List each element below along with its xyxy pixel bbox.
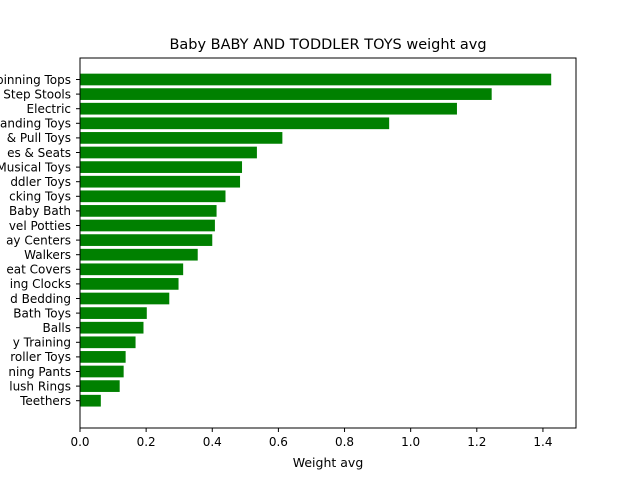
y-tick-label-3: Standing Toys: [0, 117, 71, 131]
y-tick-label-11: ay Centers: [6, 233, 71, 247]
plot-frame: [79, 57, 577, 429]
y-tick-label-15: d Bedding: [10, 292, 71, 306]
y-tick-label-10: vel Potties: [9, 219, 71, 233]
y-tick-label-0: Spinning Tops: [0, 73, 71, 87]
bar-20: [80, 365, 124, 378]
bar-8: [80, 190, 226, 203]
y-tick-label-5: es & Seats: [7, 146, 71, 160]
y-tick-label-2: Electric: [27, 102, 71, 116]
bar-0: [80, 73, 552, 86]
x-ticks-group: 0.0 0.2 0.4 0.6 0.8 1.0 1.2 1.4: [70, 428, 552, 449]
y-tick-label-4: & Pull Toys: [7, 131, 71, 145]
y-tick-label-16: Bath Toys: [13, 306, 71, 320]
y-tick-label-22: Teethers: [19, 394, 71, 408]
x-tick-label-4: 0.8: [335, 435, 354, 449]
y-tick-label-7: ddler Toys: [10, 175, 71, 189]
bar-18: [80, 336, 136, 349]
bar-2: [80, 102, 457, 115]
bar-11: [80, 234, 213, 246]
bar-13: [80, 263, 184, 276]
y-tick-label-9: Baby Bath: [9, 204, 71, 218]
y-tick-label-14: ing Clocks: [10, 277, 71, 291]
x-tick-label-0: 0.0: [70, 435, 89, 449]
bar-12: [80, 248, 198, 261]
x-tick-label-3: 0.6: [269, 435, 288, 449]
bars-group: [80, 73, 552, 407]
y-tick-label-20: ning Pants: [8, 365, 71, 379]
y-tick-label-21: lush Rings: [9, 379, 71, 393]
x-tick-label-1: 0.2: [137, 435, 156, 449]
x-axis-label: Weight avg: [293, 455, 364, 470]
y-tick-label-8: cking Toys: [9, 190, 71, 204]
bar-17: [80, 321, 144, 334]
y-tick-label-18: y Training: [13, 336, 71, 350]
y-tick-label-13: eat Covers: [6, 263, 71, 277]
y-tick-label-17: Balls: [42, 321, 71, 335]
bar-3: [80, 117, 390, 130]
bar-16: [80, 307, 147, 319]
bar-7: [80, 175, 241, 188]
bar-1: [80, 88, 492, 100]
bar-4: [80, 132, 283, 144]
bar-21: [80, 380, 120, 392]
y-tick-label-19: roller Toys: [10, 350, 71, 364]
x-tick-label-5: 1.0: [401, 435, 420, 449]
bar-10: [80, 219, 215, 232]
y-tick-label-6: Musical Toys: [0, 160, 71, 174]
bar-19: [80, 351, 126, 363]
bar-14: [80, 278, 179, 290]
bar-15: [80, 292, 170, 305]
x-tick-label-6: 1.2: [467, 435, 486, 449]
y-tick-label-12: Walkers: [24, 248, 71, 262]
bar-6: [80, 161, 243, 173]
bar-5: [80, 146, 257, 159]
bar-9: [80, 205, 217, 217]
bar-22: [80, 394, 101, 407]
x-tick-label-7: 1.4: [533, 435, 552, 449]
chart-title: Baby BABY AND TODDLER TOYS weight avg: [169, 37, 486, 53]
x-tick-label-2: 0.4: [203, 435, 222, 449]
y-tick-label-1: Step Stools: [3, 87, 71, 101]
